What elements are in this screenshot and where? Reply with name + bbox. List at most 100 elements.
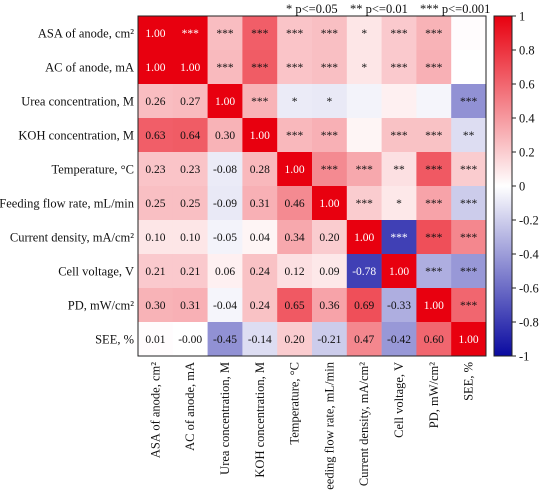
cell-label: *** [425, 164, 443, 176]
cell-label: -0.14 [248, 334, 272, 346]
heatmap-cell [207, 288, 243, 323]
colorbar-tick-label: -0.6 [519, 282, 539, 296]
heatmap-cell [207, 220, 243, 255]
heatmap-cell [416, 322, 452, 357]
heatmap-cell [277, 118, 313, 153]
cell-label: ** [393, 164, 405, 176]
heatmap-cell [172, 186, 208, 221]
cell-label: *** [460, 232, 478, 244]
heatmap-cell [242, 288, 278, 323]
heatmap-cell [207, 152, 243, 187]
heatmap-cell [242, 84, 278, 119]
heatmap-cell [138, 50, 174, 85]
heatmap-cell [277, 288, 313, 323]
heatmap-cell [312, 220, 348, 255]
row-label: PD, mW/cm² [68, 299, 134, 313]
heatmap-cell [242, 254, 278, 289]
heatmap-cell [312, 288, 348, 323]
heatmap-cell [172, 288, 208, 323]
cell-label: *** [251, 28, 269, 40]
heatmap-cell [346, 322, 382, 357]
heatmap-cell [138, 16, 174, 51]
cell-label: 0.46 [285, 198, 305, 210]
cell-label: *** [216, 28, 234, 40]
cell-label: *** [286, 62, 304, 74]
cell-label: 1.00 [319, 198, 339, 210]
cell-label: 0.28 [250, 164, 270, 176]
heatmap-cell [242, 50, 278, 85]
cell-label: *** [390, 62, 408, 74]
heatmap-cell [346, 186, 382, 221]
cell-label: 1.00 [424, 300, 444, 312]
colorbar-tick-label: 0 [519, 180, 525, 194]
heatmap-cell [346, 220, 382, 255]
cell-label: *** [356, 164, 374, 176]
cell-label: *** [460, 300, 478, 312]
cell-label: 1.00 [180, 62, 200, 74]
cell-label: 0.25 [180, 198, 200, 210]
heatmap-cell [381, 16, 417, 51]
heatmap-cell [312, 84, 348, 119]
cell-label: 0.06 [215, 266, 235, 278]
colorbar-tick-label: -0.2 [519, 214, 539, 228]
cell-label: 0.23 [145, 164, 165, 176]
heatmap-cell [138, 118, 174, 153]
heatmap-cell [277, 254, 313, 289]
cell-label: 0.09 [319, 266, 339, 278]
colorbar-tick-label: 0.6 [519, 78, 535, 92]
heatmap-cells [137, 15, 487, 357]
cell-label: 0.34 [285, 232, 305, 244]
cell-label: -0.33 [387, 300, 411, 312]
cell-label: *** [251, 62, 269, 74]
cell-label: 0.27 [180, 96, 200, 108]
heatmap-cell [381, 288, 417, 323]
cell-label: 0.20 [285, 334, 305, 346]
heatmap-cell [451, 16, 487, 51]
cell-label: 0.64 [180, 130, 200, 142]
cell-label: 0.21 [145, 266, 165, 278]
cell-label: * [327, 96, 333, 108]
heatmap-cell [172, 152, 208, 187]
heatmap-cell [138, 152, 174, 187]
cell-label: * [292, 96, 298, 108]
cell-label: 0.26 [145, 96, 165, 108]
cell-label: *** [356, 198, 374, 210]
cell-label: *** [182, 28, 200, 40]
cell-label: *** [390, 130, 408, 142]
cell-label: 0.30 [145, 300, 165, 312]
cell-label: *** [321, 28, 339, 40]
cell-label: 0.01 [145, 334, 165, 346]
heatmap-cell [451, 254, 487, 289]
legend-p001: ** p<=0.01 [350, 2, 408, 16]
cell-label: *** [425, 266, 443, 278]
cell-label: *** [425, 198, 443, 210]
cell-label: 1.00 [145, 62, 165, 74]
heatmap-cell [346, 254, 382, 289]
heatmap-cell [242, 322, 278, 357]
column-label: PD, mW/cm² [427, 362, 441, 428]
heatmap-cell [207, 254, 243, 289]
cell-label: *** [251, 96, 269, 108]
heatmap-cell [172, 220, 208, 255]
heatmap-cell-labels: 1.00 *** *** *** *** *** * *** ***1.00 1.00 *** ***… [145, 28, 479, 346]
row-label: ASA of anode, cm² [38, 27, 134, 41]
heatmap-cell [242, 186, 278, 221]
cell-label: 1.00 [145, 28, 165, 40]
row-label: Temperature, °C [51, 163, 134, 177]
cell-label: 0.47 [354, 334, 374, 346]
heatmap-cell [138, 220, 174, 255]
cell-label: 0.20 [319, 232, 339, 244]
heatmap-cell [172, 322, 208, 357]
cell-label: -0.21 [317, 334, 341, 346]
cell-label: -0.00 [178, 334, 202, 346]
cell-label: *** [425, 130, 443, 142]
heatmap-cell [277, 220, 313, 255]
cell-label: -0.78 [352, 266, 376, 278]
column-label: Cell voltage, V [392, 362, 406, 438]
cell-label: *** [286, 28, 304, 40]
cell-label: *** [425, 28, 443, 40]
column-label: Current density, mA/cm² [357, 362, 371, 486]
heatmap-cell [172, 84, 208, 119]
significance-legend: * p<=0.05 ** p<=0.01 *** p<=0.001 [286, 2, 490, 16]
